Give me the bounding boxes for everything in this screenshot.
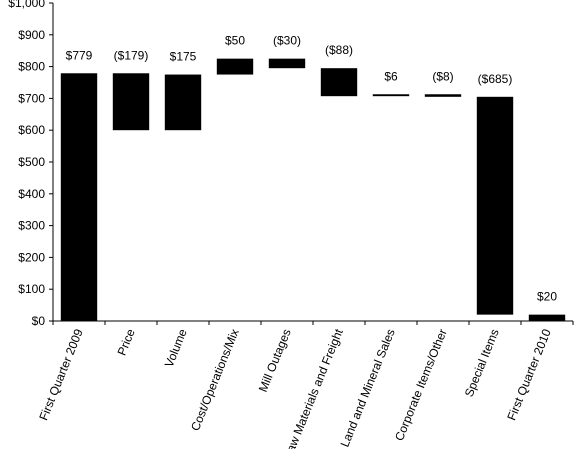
- x-tick-label: Mill Outages: [256, 327, 294, 394]
- bar: [528, 314, 566, 321]
- y-tick-label: $0: [32, 314, 46, 328]
- bar: [60, 73, 98, 321]
- x-tick-label: Raw Materials and Freight: [280, 326, 346, 449]
- x-tick-label: Land and Mineral Sales: [338, 327, 398, 449]
- value-label: ($179): [114, 48, 149, 62]
- value-label: $6: [384, 69, 398, 83]
- value-label: ($30): [273, 34, 301, 48]
- x-tick-label: Cost/Operations/Mix: [188, 327, 242, 433]
- bar: [320, 68, 358, 97]
- x-tick-label: Special Items: [462, 327, 502, 399]
- value-label: ($88): [325, 43, 353, 57]
- x-tick-label: First Quarter 2010: [504, 327, 554, 423]
- value-label: $779: [66, 48, 93, 62]
- x-tick-label: Volume: [162, 327, 190, 370]
- value-label: $175: [170, 50, 197, 64]
- bar: [372, 94, 410, 97]
- y-tick-label: $400: [18, 187, 45, 201]
- bar: [268, 58, 306, 69]
- y-tick-label: $900: [18, 28, 45, 42]
- bar: [164, 74, 202, 131]
- y-tick-label: $600: [18, 123, 45, 137]
- bar: [476, 96, 514, 315]
- value-label: ($685): [478, 72, 513, 86]
- bar: [216, 58, 254, 75]
- y-tick-label: $700: [18, 91, 45, 105]
- value-label: ($8): [432, 69, 453, 83]
- bar: [112, 73, 150, 131]
- value-label: $20: [537, 290, 557, 304]
- y-tick-label: $800: [18, 60, 45, 74]
- value-label: $50: [225, 34, 245, 48]
- y-tick-label: $200: [18, 250, 45, 264]
- y-tick-label: $300: [18, 219, 45, 233]
- y-tick-label: $1,000: [8, 0, 45, 10]
- y-tick-label: $100: [18, 282, 45, 296]
- x-tick-label: Price: [115, 327, 138, 358]
- x-tick-label: First Quarter 2009: [36, 327, 86, 423]
- bar: [424, 94, 462, 97]
- y-tick-label: $500: [18, 155, 45, 169]
- x-tick-label: Corporate Items/Other: [392, 327, 450, 443]
